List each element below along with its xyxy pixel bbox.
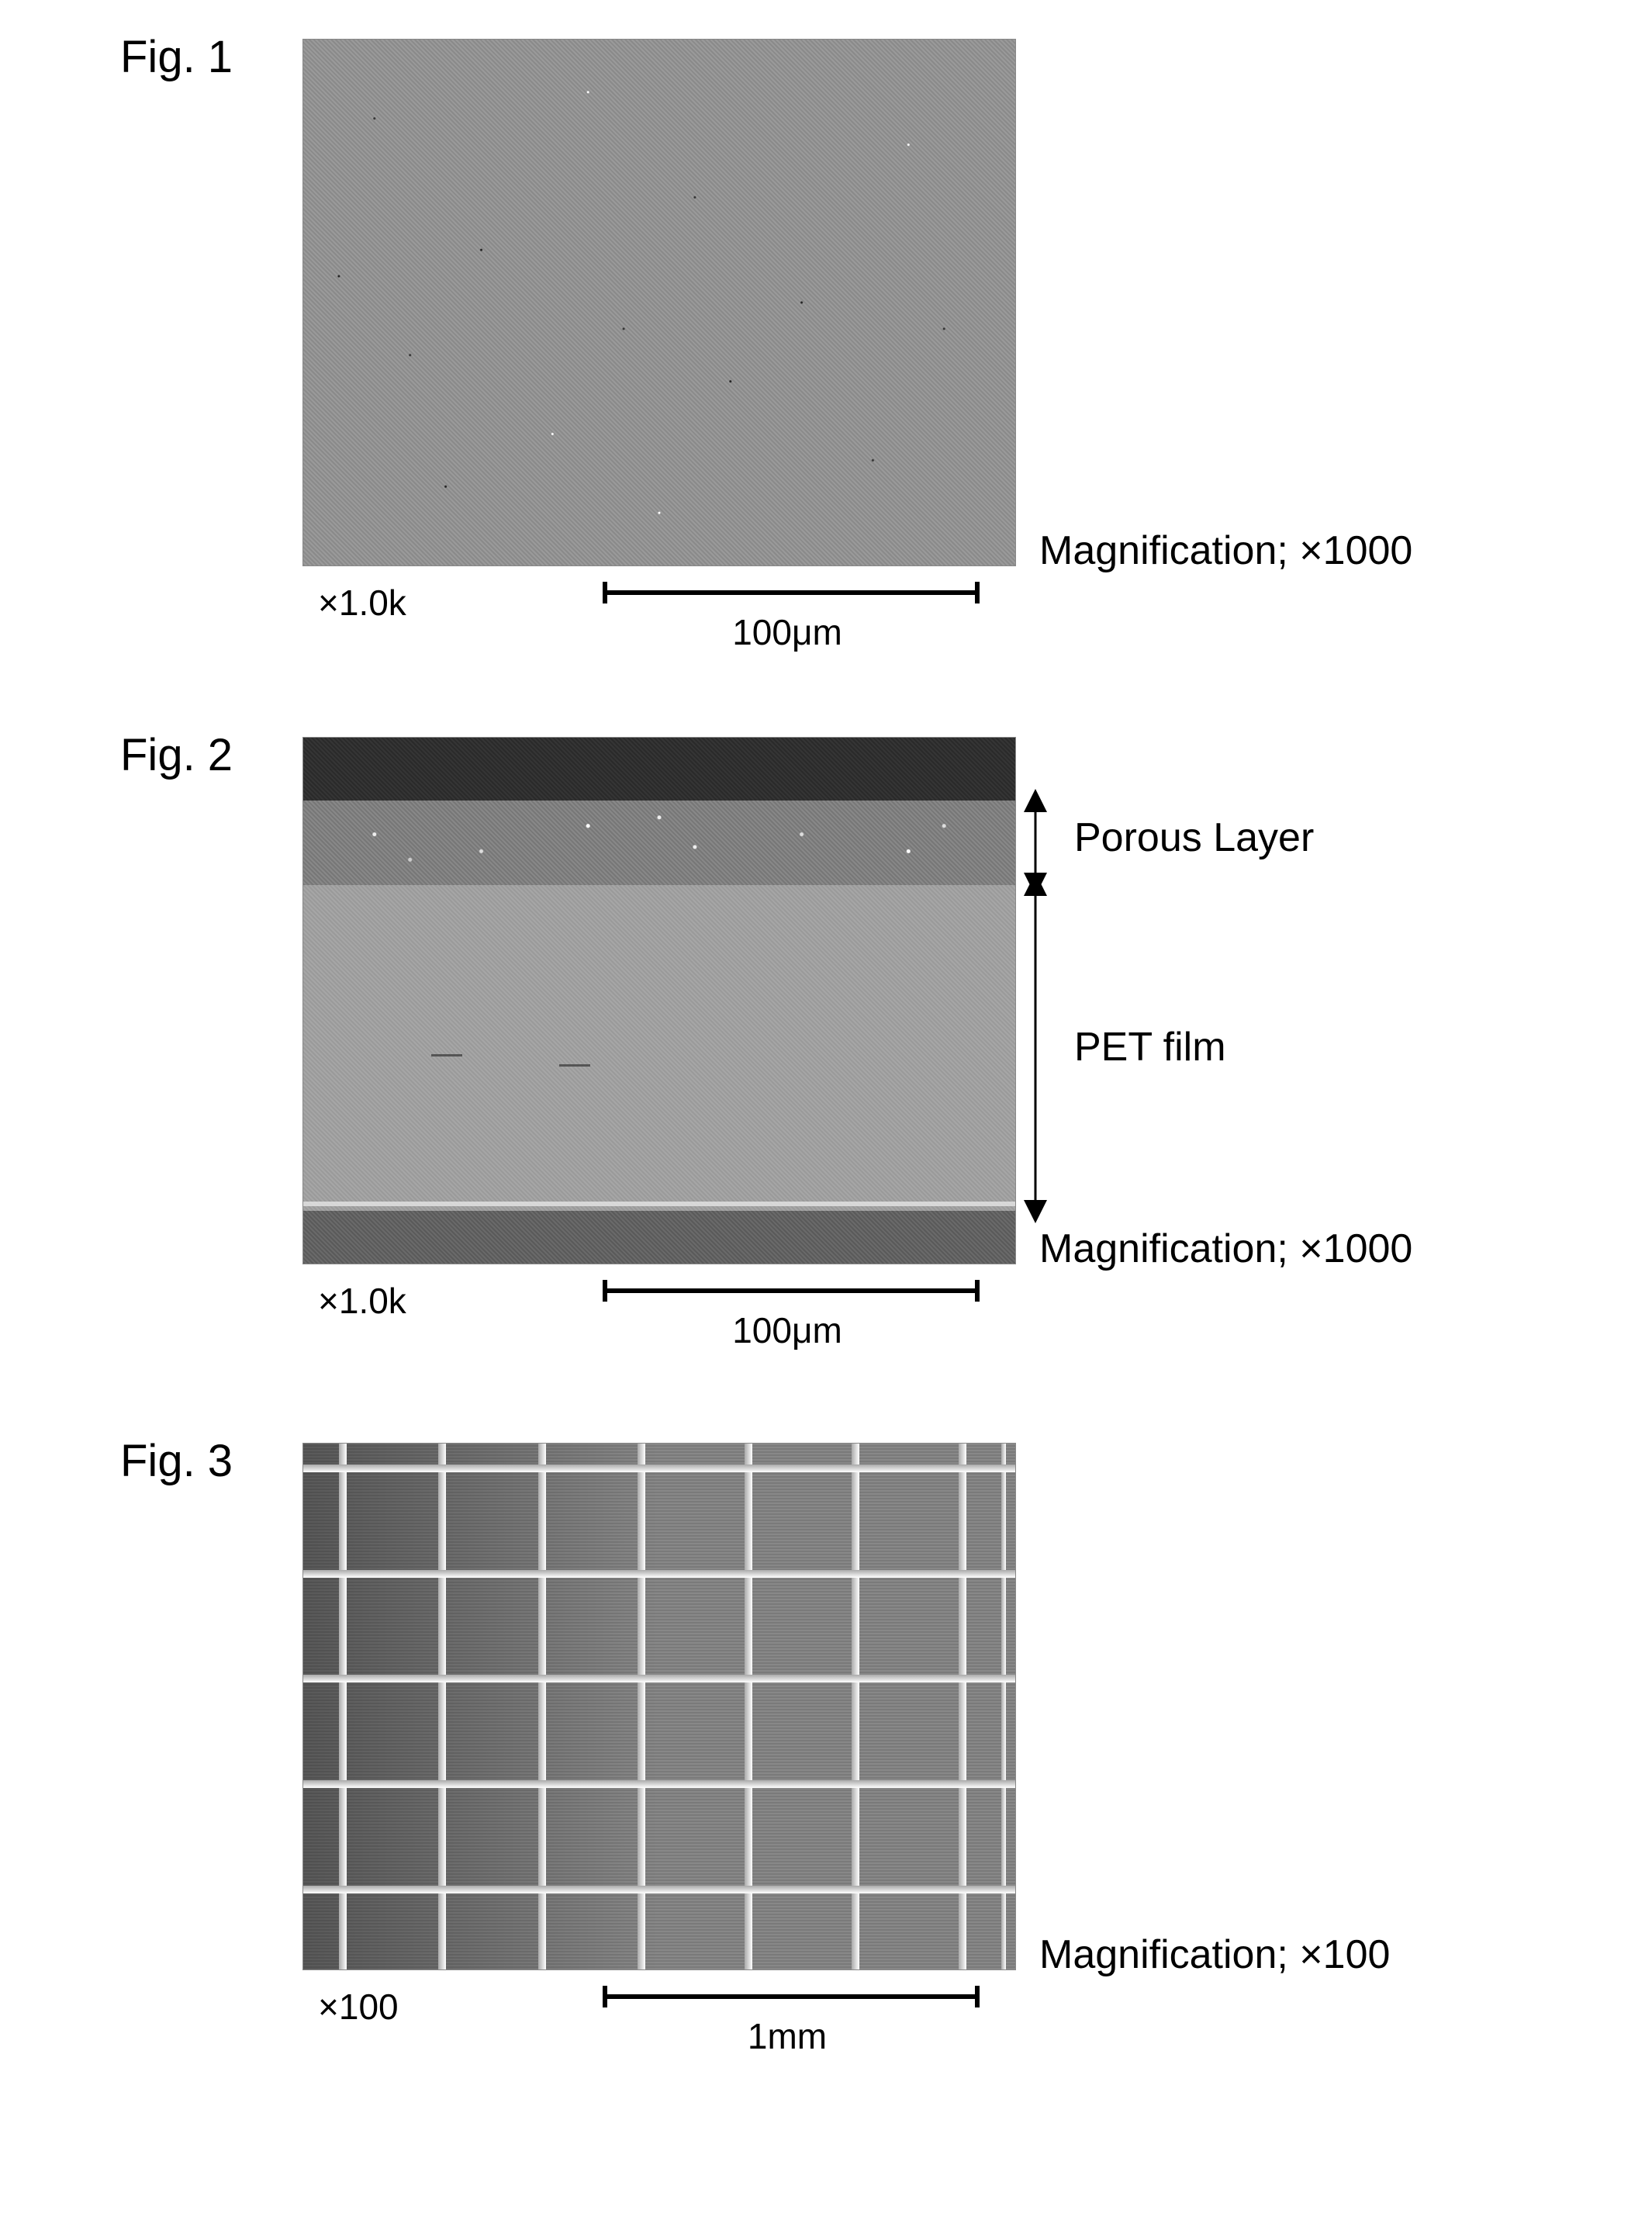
figure-3-crosscut-grid [303,1444,1015,1969]
figure-2-layer-pet [303,885,1015,1211]
figure-2-bottom-mag: ×1.0k [318,1280,406,1322]
figure-2-layer-base [303,1211,1015,1264]
figure-1-scale-label: 100μm [679,611,896,653]
figure-2-layer-porous [303,801,1015,884]
figure-1-sem-image [302,39,1016,566]
figure-3-side-magnification: Magnification; ×100 [1039,1931,1390,1978]
figure-2-speck [431,1054,462,1056]
figure-1-label: Fig. 1 [120,31,233,83]
figure-2-layer-top [303,738,1015,801]
figure-1-image-wrap [302,39,1016,566]
figure-3-bottom-mag: ×100 [318,1986,399,2028]
figure-1-scale-bar [597,574,985,613]
figure-2-sem-image [302,737,1016,1264]
figure-3-scale-label: 1mm [679,2015,896,2057]
grid-hline [303,1675,1015,1682]
grid-hline [303,1570,1015,1578]
grid-hline [303,1886,1015,1893]
figure-2-scale-label: 100μm [679,1309,896,1351]
figure-2-image-wrap [302,737,1016,1264]
figure-1-bottom-mag: ×1.0k [318,582,406,624]
figure-1-texture [303,40,1015,565]
figure-2-speck [559,1064,590,1067]
grid-hline [303,1780,1015,1788]
figure-3-label: Fig. 3 [120,1435,233,1487]
figure-3-image-wrap [302,1443,1016,1970]
figure-3-scale-bar [597,1978,985,2017]
figure-2-porous-label: Porous Layer [1074,814,1314,861]
figure-2-label: Fig. 2 [120,729,233,781]
grid-hline [303,1464,1015,1472]
figure-2-side-magnification: Magnification; ×1000 [1039,1226,1412,1272]
figure-2-pet-label: PET film [1074,1024,1226,1070]
figure-2-scale-bar [597,1272,985,1311]
figure-1-side-magnification: Magnification; ×1000 [1039,527,1412,574]
figure-3-sem-image [302,1443,1016,1970]
figure-2-span-arrows [1020,737,1051,1264]
